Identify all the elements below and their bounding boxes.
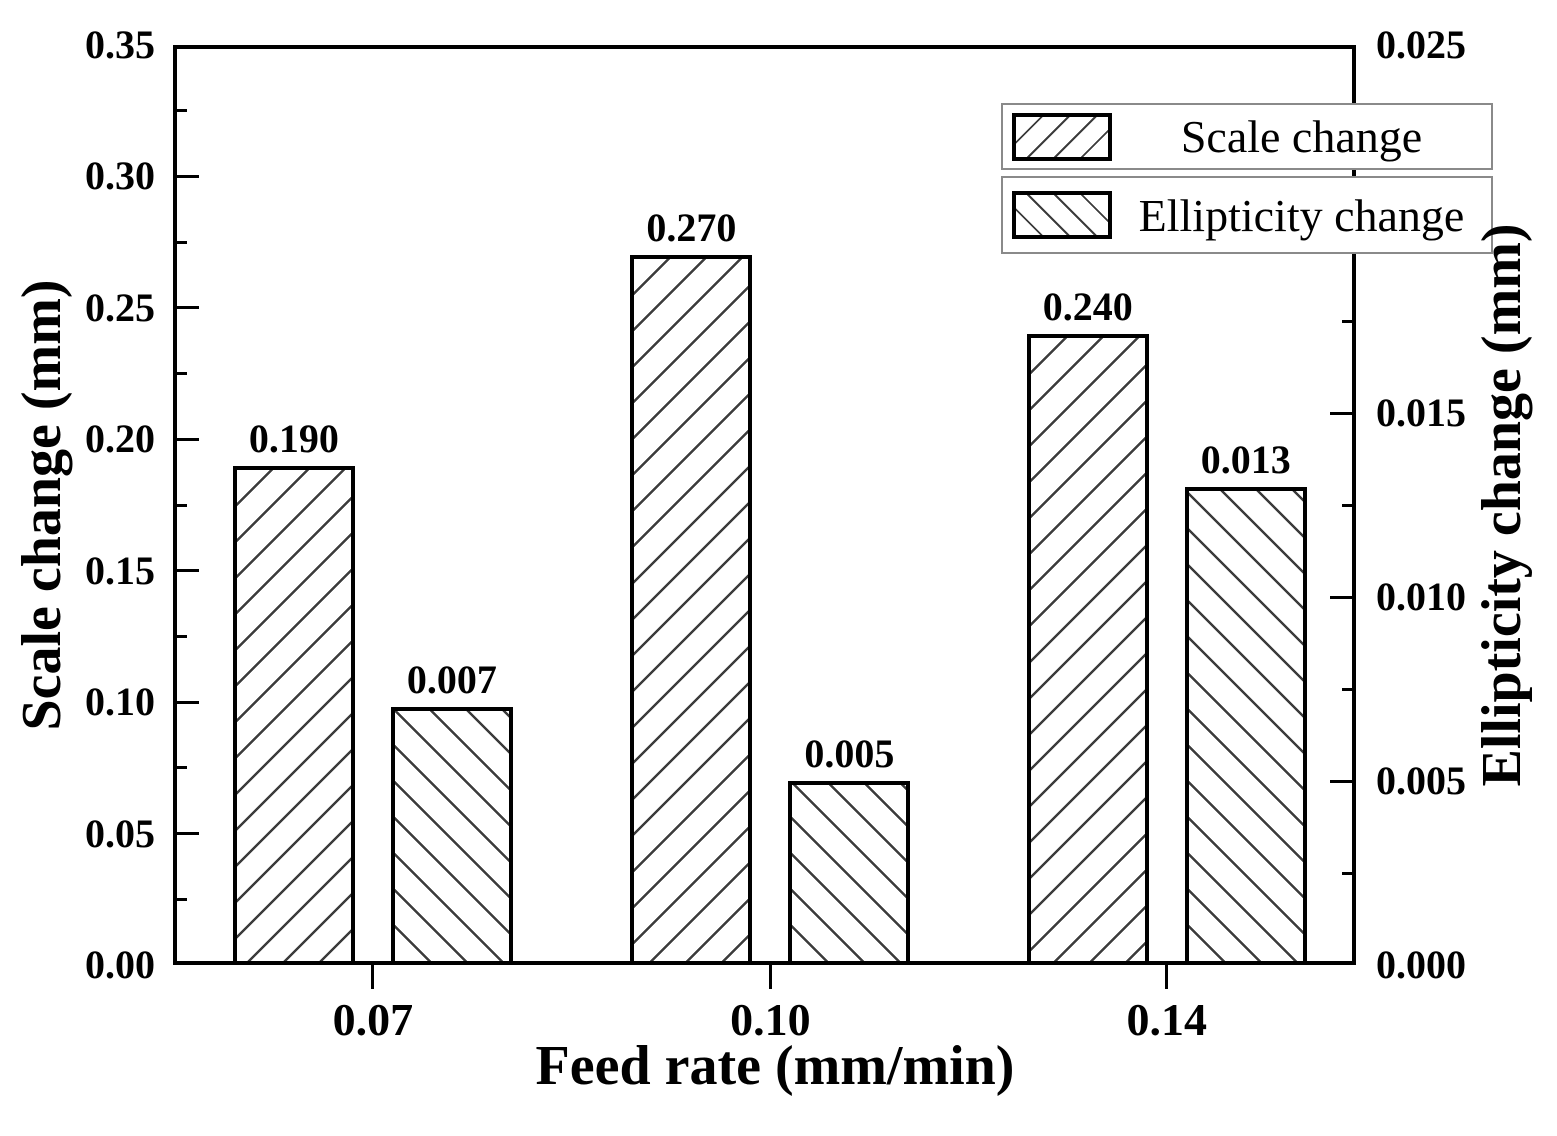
right-axis-major-tick	[1330, 595, 1356, 599]
x-axis-major-tick	[371, 965, 375, 989]
left-axis-tick-label: 0.30	[85, 153, 155, 199]
legend-label-scale-change: Scale change	[1180, 111, 1423, 162]
left-axis-tick-label: 0.05	[85, 810, 155, 856]
bar-value-label-scale-change: 0.270	[646, 205, 737, 251]
bar-value-label-ellipticity-change: 0.005	[804, 731, 895, 776]
bar-value-label-ellipticity-change: 0.013	[1200, 436, 1291, 482]
x-axis-tick-label: 0.07	[332, 994, 414, 1045]
left-axis-minor-tick	[173, 897, 187, 901]
left-axis-tick-label: 0.00	[85, 942, 155, 987]
left-axis-minor-tick	[173, 503, 187, 507]
right-axis-tick-label: 0.000	[1376, 942, 1466, 987]
right-axis-minor-tick	[1342, 871, 1356, 875]
bar-scale-change	[630, 255, 753, 965]
left-axis-major-tick	[173, 569, 199, 573]
bar-value-label-scale-change: 0.240	[1042, 284, 1133, 330]
bar-value-label-ellipticity-change: 0.007	[406, 657, 497, 703]
right-axis-minor-tick	[1342, 503, 1356, 507]
right-axis-tick-label: 0.025	[1376, 22, 1466, 67]
right-y-axis-title: Ellipticity change (mm)	[1471, 223, 1533, 787]
bar-value-label-scale-change: 0.190	[248, 415, 339, 461]
left-axis-major-tick	[173, 174, 199, 178]
left-axis-tick-label: 0.25	[85, 284, 155, 330]
bar-scale-change	[1026, 334, 1149, 965]
x-axis-title: Feed rate (mm/min)	[535, 1035, 1015, 1097]
bar-ellipticity-change	[788, 781, 911, 965]
left-axis-tick-label: 0.15	[85, 547, 155, 593]
left-axis-major-tick	[173, 306, 199, 310]
right-axis-major-tick	[1330, 779, 1356, 783]
legend-swatch-forward-hatch-icon	[1012, 112, 1112, 161]
left-axis-minor-tick	[173, 634, 187, 638]
left-axis-tick-label: 0.10	[85, 679, 155, 725]
right-axis-tick-label: 0.015	[1376, 390, 1466, 435]
left-axis-tick-label: 0.35	[85, 22, 155, 67]
left-axis-minor-tick	[173, 240, 187, 244]
legend-entry-ellipticity-change: Ellipticity change	[1001, 176, 1493, 254]
bar-ellipticity-change	[390, 707, 513, 965]
plot-area: 0.00 0.05 0.10 0.15 0.20 0.25 0.30 0.35 0.000 0.0…	[85, 22, 1493, 1045]
left-y-axis-title: Scale change (mm)	[11, 279, 73, 731]
left-axis-major-tick	[173, 700, 199, 704]
right-axis-tick-label: 0.005	[1376, 758, 1466, 803]
legend-swatch-backward-hatch-icon	[1012, 191, 1112, 239]
x-axis-tick-label: 0.10	[730, 994, 811, 1045]
legend-label-ellipticity-change: Ellipticity change	[1138, 189, 1465, 241]
legend-entry-scale-change: Scale change	[1001, 103, 1493, 170]
bar-ellipticity-change	[1184, 486, 1307, 965]
bar-scale-change	[232, 465, 355, 965]
right-axis-major-tick	[1330, 411, 1356, 415]
x-axis-tick-label: 0.14	[1126, 994, 1207, 1045]
left-axis-minor-tick	[173, 372, 187, 376]
right-axis-minor-tick	[1342, 319, 1356, 323]
left-axis-minor-tick	[173, 109, 187, 113]
right-axis-minor-tick	[1342, 687, 1356, 691]
left-axis-tick-label: 0.20	[85, 416, 155, 462]
x-axis-major-tick	[768, 965, 772, 989]
right-axis-tick-label: 0.010	[1376, 574, 1466, 619]
left-axis-major-tick	[173, 832, 199, 836]
left-axis-major-tick	[173, 437, 199, 441]
left-axis-minor-tick	[173, 766, 187, 770]
x-axis-major-tick	[1165, 965, 1169, 989]
